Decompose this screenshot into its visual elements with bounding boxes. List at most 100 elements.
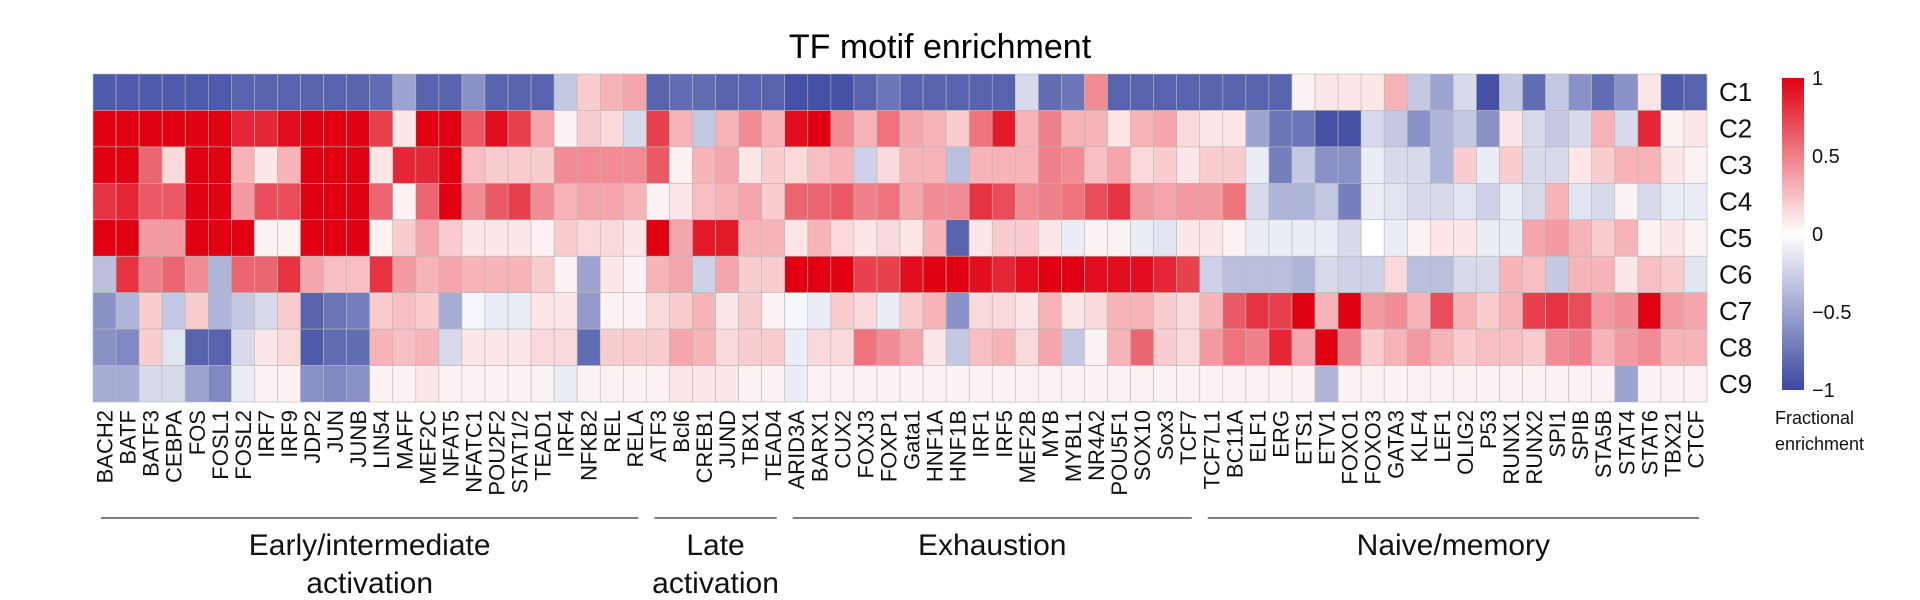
heatmap-cell	[1038, 328, 1062, 366]
heatmap-cell	[138, 292, 163, 330]
heatmap-cell	[922, 255, 947, 293]
heatmap-cell	[1291, 110, 1316, 148]
heatmap-cell	[92, 183, 117, 221]
heatmap-cell	[1222, 219, 1247, 257]
heatmap-cell	[876, 183, 901, 221]
heatmap-cell	[369, 146, 394, 184]
heatmap-cell	[1383, 292, 1408, 330]
heatmap-cell	[1591, 255, 1616, 293]
heatmap-cell	[1314, 365, 1339, 403]
heatmap-cell	[1268, 73, 1293, 111]
heatmap-cell	[1522, 73, 1546, 111]
heatmap-cell	[1430, 73, 1454, 111]
heatmap-cell	[346, 219, 370, 257]
heatmap-cell	[92, 146, 117, 184]
heatmap-cell	[461, 110, 486, 148]
heatmap-cell	[576, 219, 601, 257]
heatmap-cell	[1337, 146, 1362, 184]
heatmap-cell	[1545, 292, 1569, 330]
heatmap-cell	[254, 255, 278, 293]
heatmap-cell	[1545, 255, 1569, 293]
column-label: POU5F1	[1107, 410, 1132, 496]
heatmap-cell	[138, 328, 163, 366]
heatmap-cell	[1245, 255, 1270, 293]
heatmap-cell	[1591, 292, 1616, 330]
heatmap-cell	[1061, 255, 1085, 293]
heatmap-cell	[1591, 110, 1616, 148]
heatmap-cell	[1153, 73, 1177, 111]
heatmap-cell	[1383, 146, 1408, 184]
heatmap-cell	[576, 73, 601, 111]
heatmap-cell	[184, 255, 209, 293]
heatmap-cell	[922, 328, 947, 366]
heatmap-cell	[1545, 73, 1569, 111]
heatmap-cell	[1660, 110, 1685, 148]
heatmap-cell	[1314, 183, 1339, 221]
heatmap-cell	[968, 183, 993, 221]
heatmap-cell	[1014, 183, 1039, 221]
heatmap-cell	[715, 292, 739, 330]
colorbar-tick-label: 0	[1812, 224, 1823, 246]
heatmap-cell	[1660, 73, 1685, 111]
heatmap-cell	[715, 255, 739, 293]
heatmap-cell	[392, 328, 417, 366]
heatmap-cell	[530, 73, 555, 111]
heatmap-cell	[1476, 328, 1500, 366]
heatmap-cell	[1337, 255, 1362, 293]
heatmap-cell	[623, 292, 647, 330]
heatmap-cell	[599, 255, 624, 293]
heatmap-cell	[1430, 255, 1454, 293]
heatmap-cell	[1545, 328, 1569, 366]
heatmap-cell	[300, 255, 324, 293]
heatmap-cell	[138, 73, 163, 111]
column-label: IRF5	[992, 410, 1017, 458]
heatmap-cell	[853, 110, 878, 148]
heatmap-cell	[761, 292, 786, 330]
column-label: HNF1B	[946, 410, 971, 482]
heatmap-cell	[138, 255, 163, 293]
column-label: ETS1	[1292, 410, 1317, 465]
heatmap-cell	[1337, 183, 1362, 221]
heatmap-cell	[899, 255, 924, 293]
heatmap-cell	[968, 255, 993, 293]
heatmap-cell	[922, 73, 947, 111]
heatmap-cell	[1383, 328, 1408, 366]
heatmap-cell	[1268, 110, 1293, 148]
heatmap-cell	[1199, 255, 1224, 293]
heatmap-cell	[692, 110, 716, 148]
heatmap-cell	[623, 219, 647, 257]
heatmap-cell	[761, 73, 786, 111]
heatmap-cell	[692, 219, 716, 257]
heatmap-cell	[461, 328, 486, 366]
heatmap-cell	[1545, 183, 1569, 221]
heatmap-cell	[876, 146, 901, 184]
heatmap-cell	[323, 365, 347, 403]
heatmap-cell	[991, 292, 1016, 330]
heatmap-cell	[1245, 110, 1270, 148]
heatmap-cell	[1522, 183, 1546, 221]
heatmap-cell	[876, 110, 901, 148]
heatmap-cell	[1130, 255, 1154, 293]
heatmap-cell	[461, 73, 486, 111]
heatmap-cell	[1568, 73, 1593, 111]
heatmap-cell	[1337, 328, 1362, 366]
heatmap-cell	[1176, 292, 1201, 330]
heatmap-cell	[415, 73, 440, 111]
column-label: MAFF	[392, 410, 417, 470]
heatmap-cell	[1637, 292, 1662, 330]
column-label: FOS	[185, 410, 210, 455]
heatmap-cell	[1453, 73, 1477, 111]
heatmap-cell	[968, 219, 993, 257]
group-label: Early/intermediate	[249, 529, 491, 562]
heatmap-cell	[438, 292, 463, 330]
heatmap-cell	[761, 146, 786, 184]
heatmap-cell	[392, 365, 417, 403]
heatmap-cell	[1199, 73, 1224, 111]
heatmap-cell	[415, 365, 440, 403]
heatmap-cell	[207, 183, 232, 221]
heatmap-cell	[1406, 73, 1431, 111]
colorbar-tick-label: 0.5	[1812, 146, 1840, 168]
heatmap-cell	[1614, 365, 1639, 403]
heatmap-cell	[761, 365, 786, 403]
heatmap-cell	[346, 292, 370, 330]
